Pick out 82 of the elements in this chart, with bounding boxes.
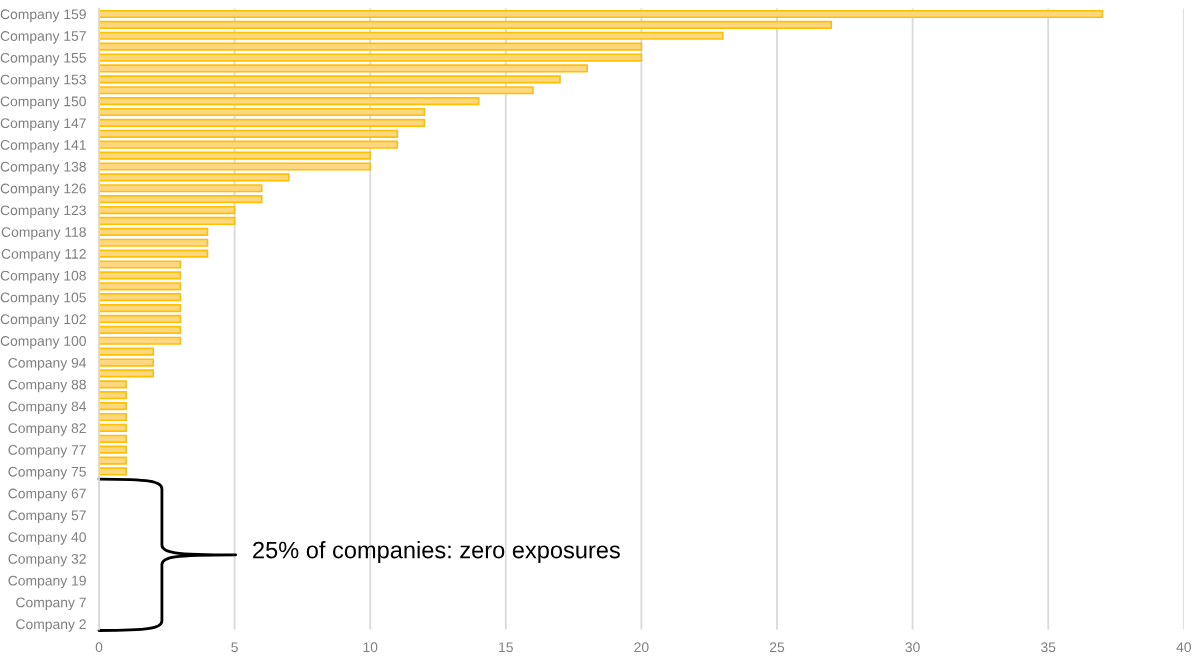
- y-tick-label: Company 105: [0, 292, 86, 306]
- bar: [99, 162, 372, 171]
- x-tick-label: 25: [769, 642, 785, 653]
- y-tick-label: Company 100: [0, 336, 86, 349]
- y-tick-label: Company 57: [8, 510, 86, 523]
- bar: [99, 325, 182, 334]
- x-tick-label: 15: [499, 642, 513, 653]
- y-tick-label: Company 77: [8, 445, 86, 458]
- y-tick-label: Company 112: [1, 248, 86, 262]
- bar: [99, 53, 643, 62]
- bar: [99, 238, 209, 247]
- bar: [99, 456, 127, 465]
- bar: [99, 402, 127, 411]
- y-tick-label: Company 126: [0, 183, 86, 197]
- bar: [99, 271, 182, 280]
- bar: [99, 434, 127, 443]
- y-tick-label: Company 118: [1, 227, 86, 240]
- x-tick-label: 20: [634, 642, 649, 653]
- y-tick-label: Company 7: [16, 597, 86, 611]
- y-tick-label: Company 157: [0, 31, 86, 44]
- bar: [99, 173, 290, 182]
- bar: [99, 358, 155, 367]
- x-tick-label: 5: [231, 642, 238, 653]
- y-tick-label: Company 141: [0, 140, 86, 153]
- y-tick-label: Company 75: [8, 466, 86, 480]
- bar: [99, 20, 833, 29]
- bar: [99, 391, 127, 400]
- bar: [99, 445, 127, 454]
- bar: [99, 31, 724, 40]
- y-tick-label: Company 40: [8, 532, 86, 545]
- bar: [99, 118, 426, 128]
- x-tick-label: 10: [363, 642, 378, 653]
- y-tick-label: Company 94: [8, 357, 87, 371]
- y-tick-label: Company 153: [0, 74, 86, 88]
- bar: [99, 140, 399, 149]
- x-tick-label: 40: [1176, 642, 1191, 653]
- y-tick-label: Company 88: [8, 379, 86, 393]
- bar: [99, 347, 155, 356]
- bar: [99, 107, 426, 117]
- bar: [99, 86, 534, 95]
- y-tick-label: Company 19: [8, 575, 86, 589]
- y-tick-label: Company 2: [16, 619, 86, 632]
- y-tick-label: Company 108: [0, 270, 86, 284]
- bar: [99, 42, 643, 51]
- bar: [99, 314, 182, 324]
- bar: [99, 205, 236, 215]
- y-tick-label: Company 138: [0, 161, 86, 175]
- x-tick-label: 0: [95, 642, 103, 653]
- y-tick-label: Company 155: [0, 52, 86, 66]
- y-tick-label: Company 150: [0, 96, 86, 110]
- y-tick-label: Company 67: [8, 488, 86, 502]
- bar: [99, 129, 399, 138]
- bar: [99, 9, 1104, 19]
- y-tick-label: Company 147: [0, 118, 86, 131]
- bar: [99, 216, 236, 226]
- y-tick-label: Company 82: [8, 423, 86, 436]
- bar: [99, 227, 209, 236]
- bar: [99, 336, 182, 345]
- bar: [99, 282, 182, 291]
- bar: [99, 249, 209, 258]
- bar: [99, 303, 182, 313]
- bar: [99, 412, 127, 422]
- y-tick-label: Company 32: [8, 553, 86, 567]
- bar: [99, 184, 263, 193]
- y-tick-label: Company 102: [0, 314, 86, 327]
- bar: [99, 151, 372, 160]
- x-tick-label: 35: [1041, 642, 1056, 653]
- bar: [99, 64, 588, 73]
- bar: [99, 75, 561, 84]
- x-tick-label: 30: [905, 642, 920, 653]
- bar: [99, 369, 155, 378]
- bar: [99, 97, 480, 106]
- y-tick-label: Company 123: [0, 205, 86, 218]
- bar: [99, 423, 127, 432]
- bar: [99, 260, 182, 269]
- bar: [99, 195, 263, 204]
- annotation: 25% of companies: zero exposures: [253, 541, 620, 564]
- bar: [99, 467, 127, 476]
- bar: [99, 380, 127, 389]
- bar: [99, 293, 182, 302]
- y-tick-label: Company 84: [8, 401, 87, 415]
- y-tick-label: Company 159: [0, 9, 86, 22]
